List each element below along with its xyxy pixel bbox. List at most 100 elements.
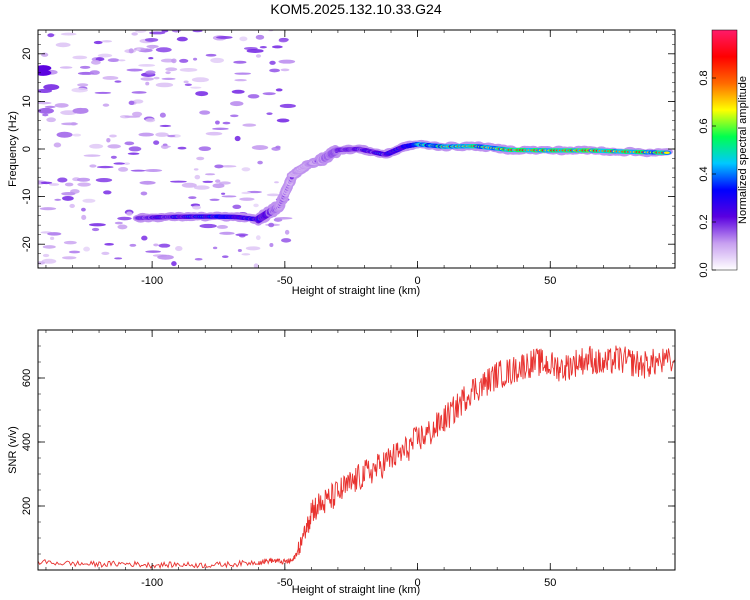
noise-blob xyxy=(48,183,60,186)
noise-blob xyxy=(114,221,123,225)
noise-blob xyxy=(222,121,231,125)
noise-blob xyxy=(89,70,100,75)
noise-blob xyxy=(88,223,106,227)
noise-blob xyxy=(155,47,172,53)
snr-series-line xyxy=(38,345,675,570)
noise-blob xyxy=(42,113,49,117)
noise-blob xyxy=(153,243,159,247)
noise-blob xyxy=(102,76,119,80)
noise-blob xyxy=(259,45,267,49)
colorbar-ticks: 0.0 0.2 0.4 0.6 0.8 xyxy=(698,70,716,278)
noise-blob xyxy=(118,59,126,62)
spectrogram-y-tick-label: -20 xyxy=(21,236,33,252)
noise-blob xyxy=(60,32,77,36)
noise-blob xyxy=(231,89,245,94)
noise-blob xyxy=(131,32,138,36)
noise-blob xyxy=(62,256,77,260)
noise-blob xyxy=(145,81,150,86)
noise-blob xyxy=(212,246,218,250)
noise-blob xyxy=(212,183,225,189)
noise-blob xyxy=(140,191,148,196)
noise-blob xyxy=(247,94,260,99)
noise-blob xyxy=(255,34,265,40)
noise-blob xyxy=(107,58,120,63)
noise-blob xyxy=(55,42,71,48)
snr-background xyxy=(38,330,675,570)
noise-blob xyxy=(255,54,262,58)
noise-blob xyxy=(278,59,296,64)
noise-blob xyxy=(139,180,156,185)
noise-blob xyxy=(148,45,155,50)
noise-blob xyxy=(131,91,147,94)
noise-blob xyxy=(184,83,192,87)
noise-blob xyxy=(89,143,104,149)
noise-blob xyxy=(136,48,141,51)
noise-blob xyxy=(242,123,257,127)
noise-blob xyxy=(129,243,137,247)
noise-blob xyxy=(237,249,242,253)
noise-blob xyxy=(199,110,211,115)
noise-blob xyxy=(103,190,112,195)
snr-frame xyxy=(37,329,676,571)
noise-blob xyxy=(46,117,56,123)
noise-blob xyxy=(271,45,283,49)
spectrogram-x-axis-label: Height of straight line (km) xyxy=(292,285,420,297)
noise-blob xyxy=(71,87,88,93)
noise-blob xyxy=(171,30,181,33)
noise-blob xyxy=(235,233,249,237)
noise-blob xyxy=(95,57,105,62)
noise-blob-strong xyxy=(38,65,52,72)
noise-blob xyxy=(145,250,161,253)
colorbar-label: Normalized spectral amplitude xyxy=(737,76,749,224)
noise-blob xyxy=(255,235,261,241)
noise-blob xyxy=(61,122,79,126)
noise-blob xyxy=(183,80,189,84)
noise-blob-strong xyxy=(38,69,52,76)
noise-blob xyxy=(204,173,216,176)
noise-blob xyxy=(167,134,176,138)
spectrogram-x-tick-label: 0 xyxy=(414,275,420,287)
noise-blob xyxy=(155,82,174,88)
noise-blob xyxy=(246,48,264,53)
noise-blob xyxy=(50,236,55,241)
noise-blob xyxy=(279,103,296,109)
noise-blob xyxy=(205,53,217,57)
noise-blob xyxy=(157,254,174,260)
noise-blob xyxy=(76,177,91,182)
noise-blob xyxy=(209,198,220,201)
noise-blob xyxy=(219,231,235,235)
noise-blob xyxy=(72,55,88,60)
spectrogram-x-tick-label: 50 xyxy=(544,275,556,287)
noise-blob xyxy=(284,229,290,235)
noise-blob xyxy=(257,160,263,165)
noise-blob xyxy=(140,77,154,81)
noise-blob xyxy=(153,140,160,145)
noise-blob xyxy=(245,246,261,251)
noise-blob xyxy=(61,192,76,196)
noise-blob xyxy=(128,146,142,152)
snr-panel: -100 -50 0 50 200 400 600 Height of straight l… xyxy=(7,329,676,596)
noise-blob xyxy=(268,222,275,228)
noise-blob xyxy=(159,124,172,127)
noise-blob xyxy=(42,245,56,249)
noise-blob xyxy=(117,224,128,230)
noise-blob xyxy=(234,79,247,82)
noise-blob xyxy=(266,193,280,197)
spectrogram-y-tick-label: -10 xyxy=(21,189,33,205)
noise-blob xyxy=(38,101,52,105)
noise-blob xyxy=(60,110,77,116)
noise-blob xyxy=(280,68,290,72)
noise-blob-strong xyxy=(38,107,54,114)
noise-blob xyxy=(275,88,283,92)
noise-blob xyxy=(53,142,62,148)
noise-blob xyxy=(171,58,177,64)
noise-blob xyxy=(83,246,90,252)
noise-blob xyxy=(144,37,159,42)
noise-blob xyxy=(196,156,205,161)
noise-blob xyxy=(155,132,169,137)
noise-blob xyxy=(39,207,57,211)
noise-blob xyxy=(89,164,97,168)
noise-blob xyxy=(210,57,224,63)
noise-blob xyxy=(214,164,224,169)
